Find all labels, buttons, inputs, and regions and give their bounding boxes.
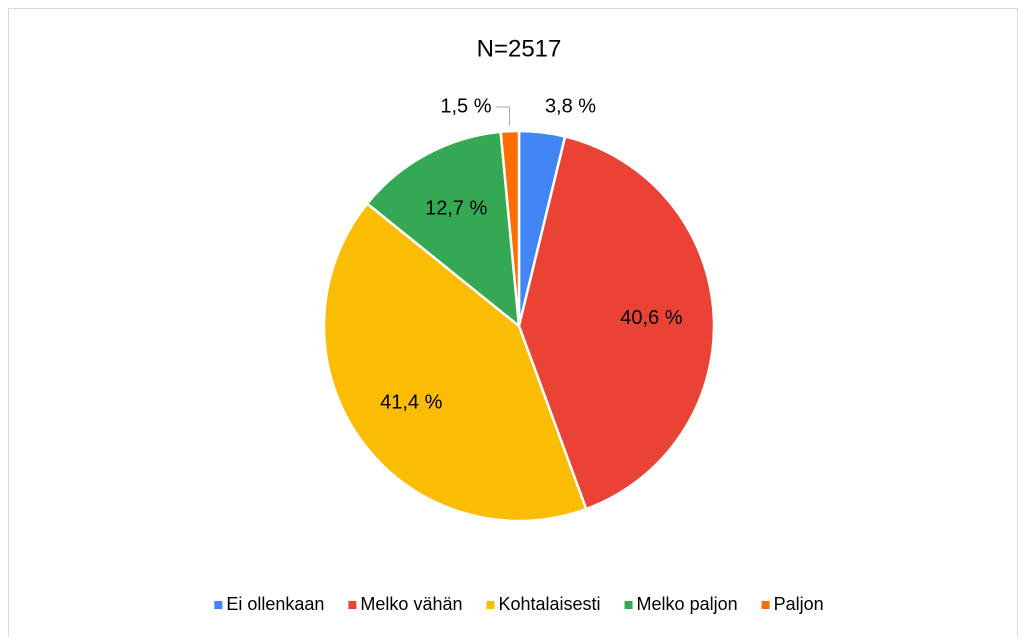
pie-slice — [365, 130, 521, 329]
pie-slice — [499, 129, 521, 327]
pie-slice — [517, 135, 716, 511]
data-label: 12,7 % — [425, 197, 487, 219]
pie-slice — [322, 201, 588, 523]
legend-label: Paljon — [774, 594, 824, 614]
legend-label: Kohtalaisesti — [498, 594, 600, 614]
data-label: 3,8 % — [545, 95, 596, 117]
leader-line — [495, 106, 511, 126]
legend-swatch — [348, 601, 357, 609]
legend-label: Ei ollenkaan — [226, 594, 324, 614]
legend-swatch — [486, 601, 495, 609]
data-label: 41,4 % — [380, 392, 442, 414]
chart-title: N=2517 — [477, 35, 562, 62]
legend-label: Melko paljon — [637, 594, 738, 614]
data-label: 1,5 % — [440, 95, 491, 117]
legend-label: Melko vähän — [360, 594, 462, 614]
legend-swatch — [761, 601, 770, 609]
legend-swatch — [214, 601, 223, 609]
legend-swatch — [624, 601, 633, 609]
data-label: 40,6 % — [620, 307, 682, 329]
